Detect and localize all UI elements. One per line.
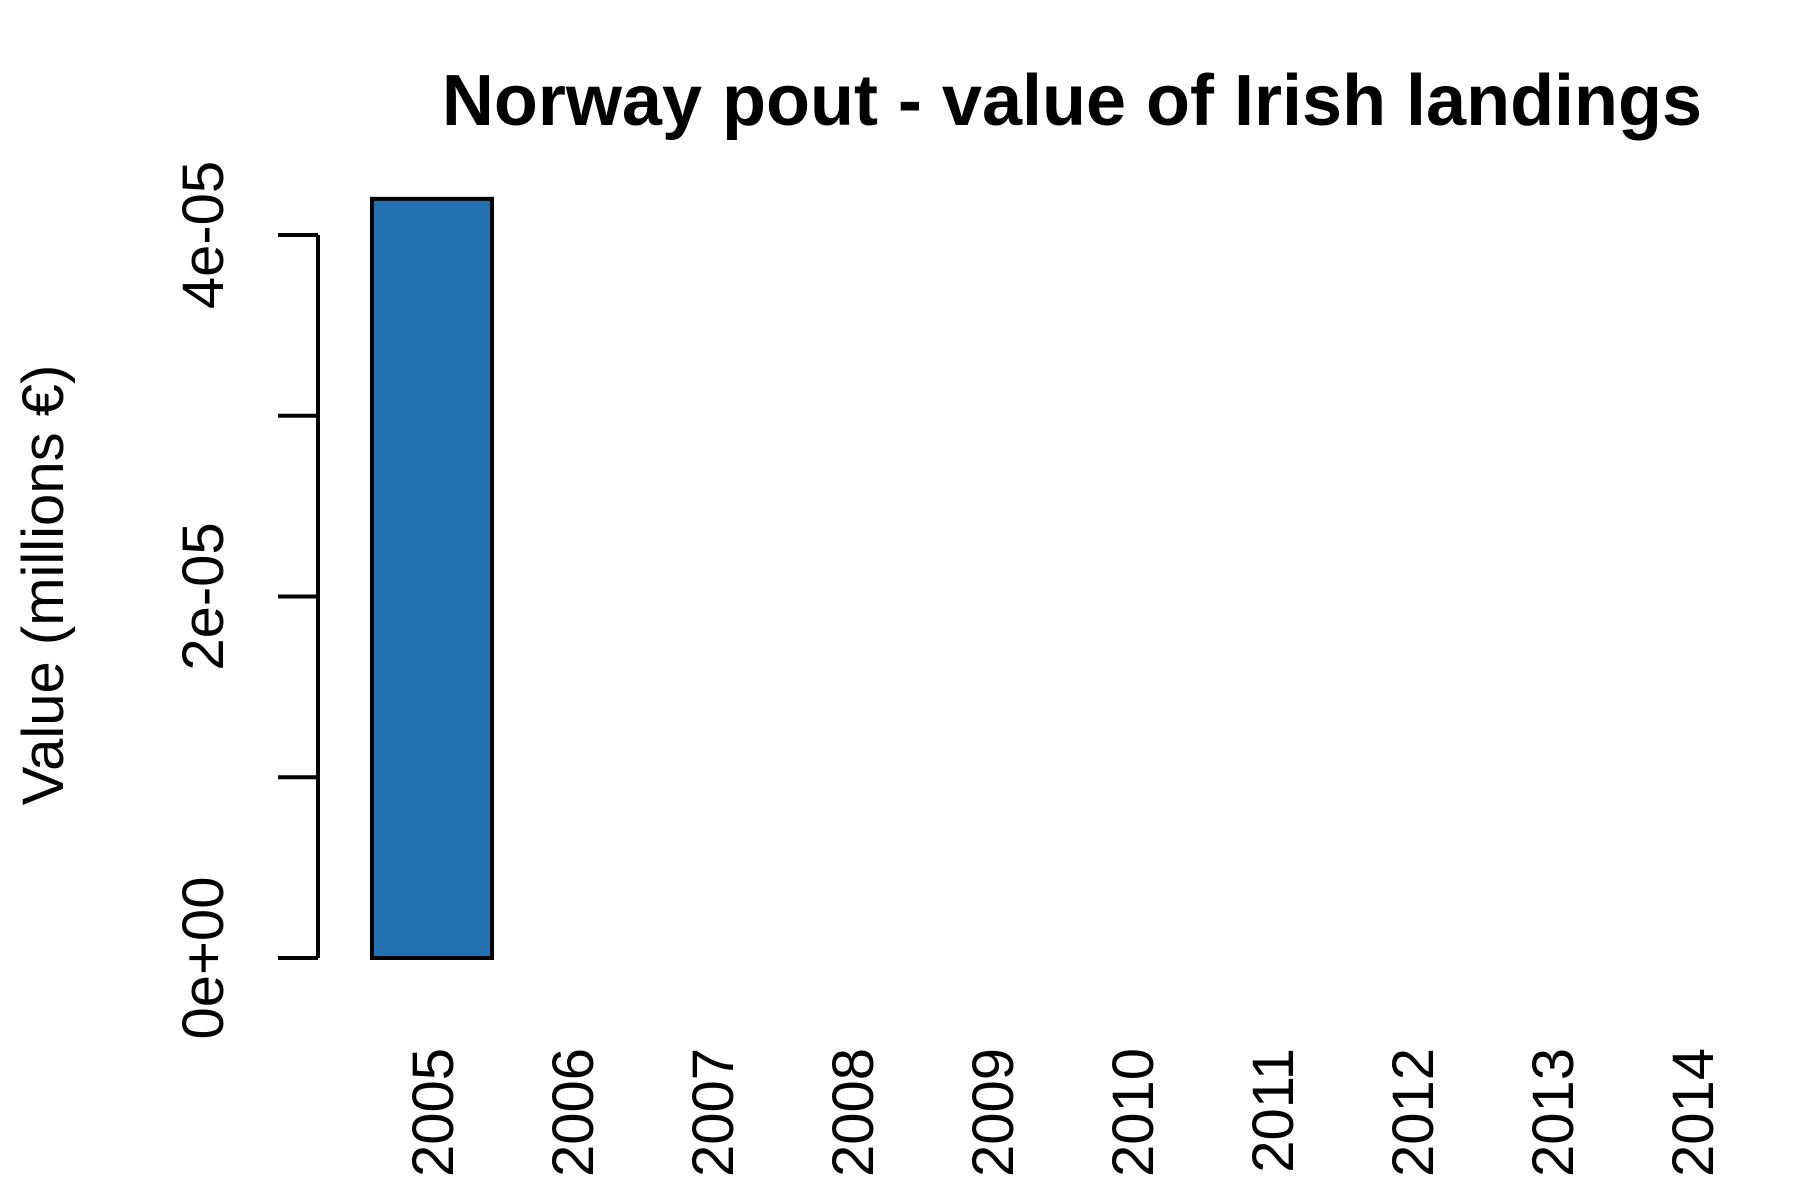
y-tick-label: 2e-05 [171, 522, 236, 670]
x-tick-label: 2014 [1661, 1048, 1726, 1177]
x-tick-label: 2006 [541, 1048, 606, 1177]
y-axis-ticks: 0e+00 2e-05 4e-05 [171, 161, 318, 1040]
y-axis-label: Value (millions €) [11, 365, 76, 806]
y-tick-label: 0e+00 [171, 877, 236, 1040]
chart-title: Norway pout - value of Irish landings [442, 61, 1702, 141]
x-tick-label: 2013 [1521, 1048, 1586, 1177]
x-tick-label: 2007 [681, 1048, 746, 1177]
x-tick-label: 2005 [401, 1048, 466, 1177]
x-tick-label: 2011 [1241, 1048, 1306, 1173]
x-tick-label: 2008 [821, 1048, 886, 1177]
y-tick-label: 4e-05 [171, 161, 236, 309]
x-tick-label: 2009 [961, 1048, 1026, 1177]
bars [370, 196, 494, 961]
x-tick-label: 2012 [1381, 1048, 1446, 1177]
x-axis-labels: 2005 2006 2007 2008 2009 2010 2011 2012 2013 2014 [401, 1048, 1726, 1177]
bar-2005 [370, 196, 494, 961]
x-tick-label: 2010 [1101, 1048, 1166, 1177]
